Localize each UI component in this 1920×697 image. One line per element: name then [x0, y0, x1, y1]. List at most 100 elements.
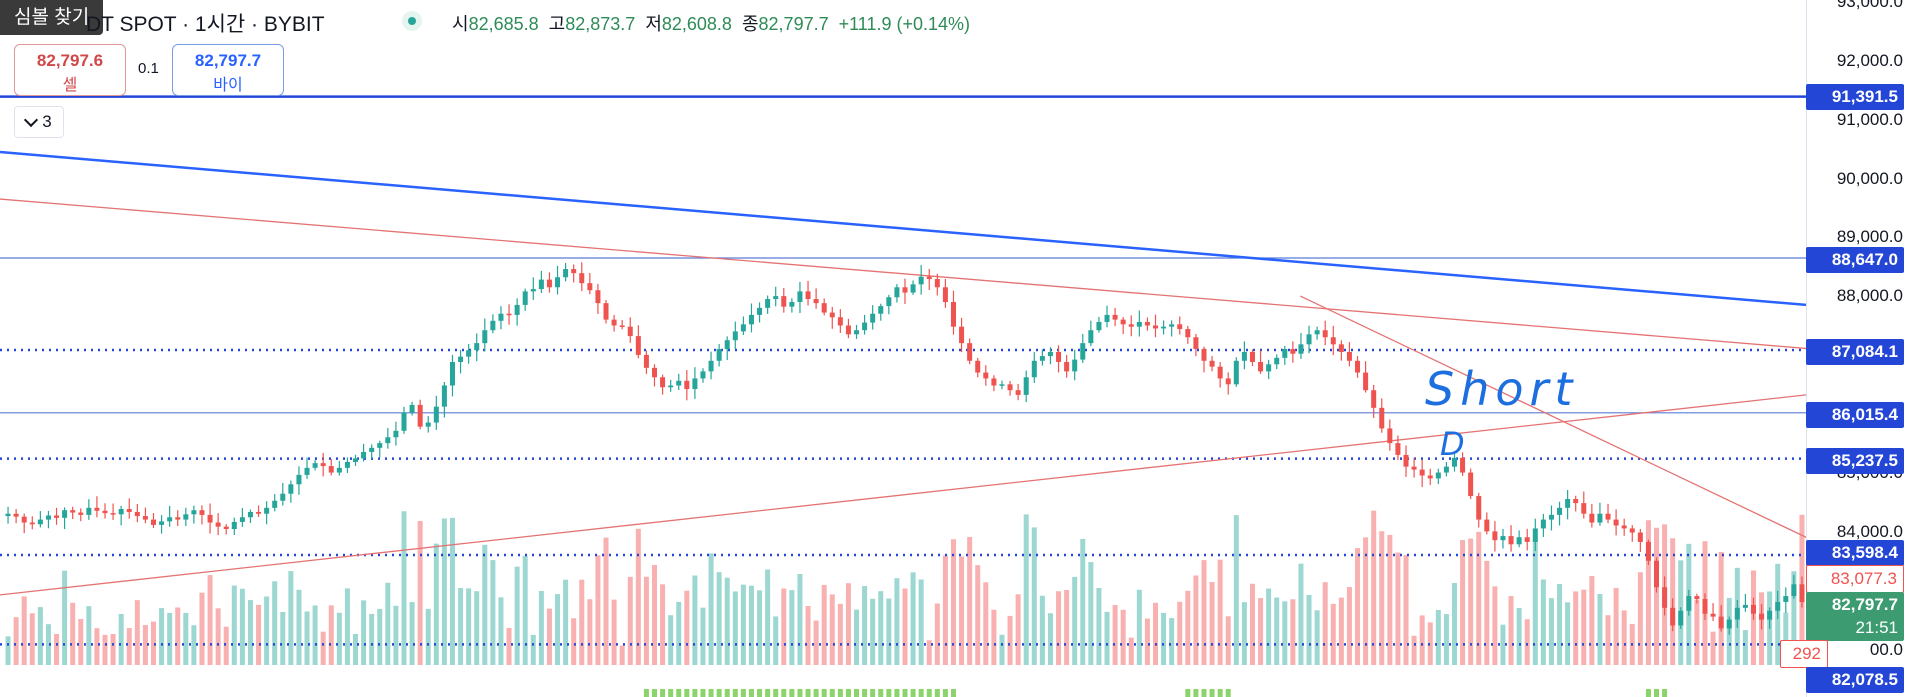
candle-body — [571, 269, 577, 274]
ohlc-legend: 시82,685.8 고82,873.7 저82,608.8 종82,797.7 … — [452, 10, 970, 36]
volume-bar — [1427, 622, 1433, 665]
oscillator-bar — [1645, 689, 1651, 697]
oscillator-bar — [837, 689, 843, 697]
oscillator-bar — [781, 689, 787, 697]
candle-body — [280, 493, 286, 501]
sell-button[interactable]: 82,797.6 셀 — [14, 44, 126, 96]
candle-body — [336, 467, 342, 473]
candle-body — [1047, 351, 1053, 357]
indicators-toggle-button[interactable]: 3 — [14, 106, 64, 138]
volume-bar — [425, 608, 431, 665]
candle-body — [361, 451, 367, 459]
level-label-83598: 83,598.4 — [1806, 540, 1904, 566]
candle-body — [692, 378, 698, 390]
volume-bar — [86, 606, 92, 665]
volume-bar — [328, 605, 334, 665]
candle-body — [1185, 329, 1191, 338]
candle-body — [5, 513, 11, 517]
candle-body — [1258, 361, 1264, 372]
level-label-86015: 86,015.4 — [1806, 402, 1904, 428]
volume-bar — [1161, 612, 1167, 665]
volume-bar — [191, 625, 197, 665]
level-label-85237: 85,237.5 — [1806, 448, 1904, 474]
volume-bar — [207, 575, 213, 665]
volume-label: 292 — [1780, 640, 1828, 668]
candle-body — [643, 354, 649, 368]
oscillator-bar — [700, 689, 706, 697]
volume-bar — [1330, 603, 1336, 665]
candle-body — [1395, 443, 1401, 455]
buy-button[interactable]: 82,797.7 바이 — [172, 44, 284, 96]
level-label-82078: 82,078.5 — [1806, 667, 1904, 693]
candle-body — [1427, 475, 1433, 479]
volume-bar — [417, 520, 423, 665]
volume-bar — [1258, 598, 1264, 665]
candle-body — [918, 276, 924, 285]
candle-body — [1694, 596, 1700, 600]
short-annotation[interactable]: Short D — [1425, 362, 1578, 463]
candle-body — [264, 507, 270, 514]
volume-bar — [1694, 599, 1700, 665]
candle-body — [29, 522, 35, 525]
candle-body — [498, 313, 504, 321]
volume-bar — [13, 617, 19, 665]
volume-bar — [886, 598, 892, 665]
candle-body — [37, 519, 43, 525]
candle-body — [54, 515, 60, 518]
volume-bar — [490, 560, 496, 665]
candle-body — [1637, 532, 1643, 542]
volume-bar — [45, 624, 51, 665]
oscillator-bar — [668, 689, 674, 697]
volume-bar — [118, 613, 124, 665]
candle-body — [320, 463, 326, 467]
volume-bar — [942, 555, 948, 665]
volume-bar — [635, 528, 641, 665]
candle-body — [1670, 607, 1676, 626]
volume-bar — [1419, 615, 1425, 665]
volume-bar — [126, 628, 132, 665]
candle-body — [789, 301, 795, 307]
volume-bar — [37, 607, 43, 665]
oscillator-bar — [854, 689, 860, 697]
volume-bar — [280, 612, 286, 665]
candle-body — [1355, 360, 1361, 373]
volume-bar — [773, 616, 779, 665]
volume-bar — [805, 606, 811, 665]
high-price-label: 83,077.3 — [1806, 565, 1904, 593]
candle-body — [1702, 599, 1708, 614]
last-price-label: 82,797.7 — [1806, 592, 1904, 618]
volume-bar — [789, 590, 795, 665]
volume-bar — [474, 591, 480, 665]
candle-body — [1298, 344, 1304, 354]
oscillator-bar — [950, 689, 956, 697]
candle-body — [369, 447, 375, 452]
symbol-title[interactable]: DT SPOT · 1시간 · BYBIT — [86, 13, 325, 36]
volume-bar — [361, 600, 367, 665]
candle-body — [538, 279, 544, 290]
oscillator-bar — [1217, 689, 1223, 697]
candle-body — [773, 296, 779, 300]
candle-body — [1742, 604, 1748, 608]
candle-body — [627, 326, 633, 337]
volume-bar — [587, 599, 593, 665]
volume-bar — [320, 631, 326, 665]
candle-body — [1371, 390, 1377, 408]
order-quantity[interactable]: 0.1 — [138, 60, 159, 77]
candle-body — [894, 287, 900, 298]
candle-body — [296, 474, 302, 485]
candle-body — [942, 287, 948, 302]
candle-body — [441, 385, 447, 407]
candle-body — [159, 521, 165, 525]
candle-body — [417, 404, 423, 427]
volume-bar — [1346, 586, 1352, 665]
oscillator-bar — [894, 689, 900, 697]
candle-body — [1161, 326, 1167, 329]
candle-body — [1031, 360, 1037, 378]
symbol-search-button[interactable]: 심볼 찾기 — [0, 0, 104, 35]
candle-body — [724, 340, 730, 350]
candle-body — [708, 360, 714, 372]
volume-bar — [134, 600, 140, 665]
candle-body — [999, 384, 1005, 386]
volume-bar — [231, 585, 237, 665]
